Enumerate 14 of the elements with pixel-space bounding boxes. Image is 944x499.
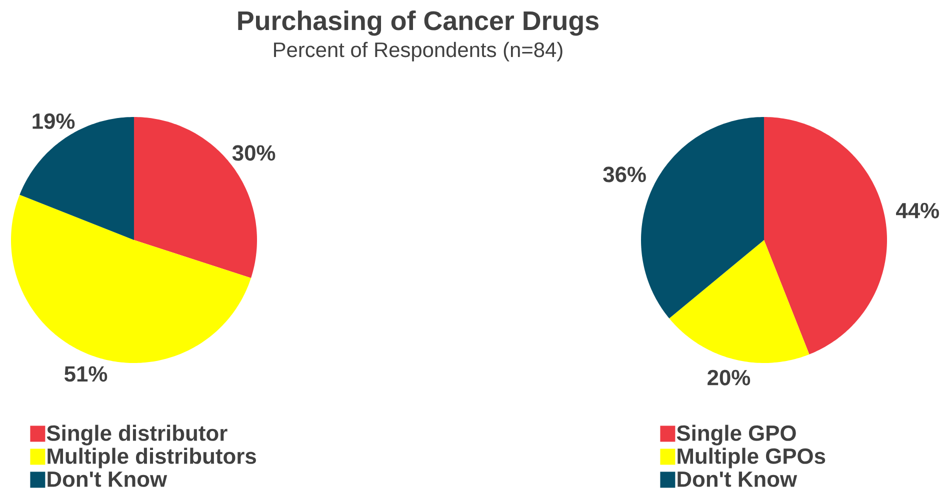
text: Percent of Respondents (n=84) — [274, 42, 562, 62]
legend-label: Don't Know — [678, 472, 798, 487]
data-label: 36% — [603, 166, 646, 182]
legend-label: Don't Know — [48, 472, 168, 487]
data-label: 19% — [32, 113, 75, 129]
legend-label: Multiple distributors — [48, 448, 256, 468]
data-label: 44% — [896, 202, 939, 218]
data-label: 20% — [708, 370, 750, 386]
legend-label: Single GPO — [676, 424, 796, 446]
data-label: 30% — [232, 145, 276, 161]
legend-label: Multiple GPOs — [678, 448, 826, 468]
legend-label: Single distributor — [46, 424, 228, 446]
data-label: 51% — [64, 366, 108, 382]
text: Purchasing of Cancer Drugs — [238, 10, 598, 36]
